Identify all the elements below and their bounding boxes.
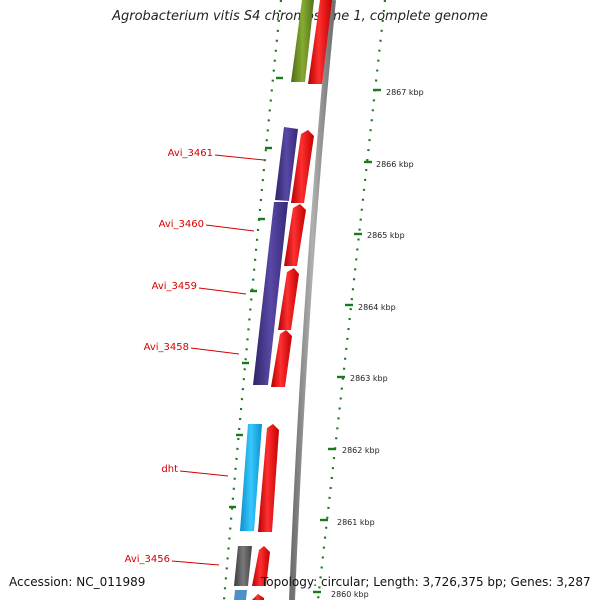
scale-label: 2867 kbp bbox=[386, 88, 424, 97]
gene-label-leader bbox=[205, 224, 255, 232]
gene-label-leader bbox=[214, 154, 265, 161]
gene-feature-green bbox=[291, 0, 314, 82]
gene-label-avi-3456: Avi_3456 bbox=[125, 554, 170, 565]
gene-label-leader bbox=[190, 347, 240, 355]
gene-feature-red bbox=[308, 0, 332, 84]
gene-label-leader bbox=[179, 470, 229, 477]
scale-label: 2861 kbp bbox=[337, 518, 375, 527]
scale-label: 2866 kbp bbox=[376, 160, 414, 169]
scale-label: 2860 kbp bbox=[331, 590, 369, 599]
scale-label: 2862 kbp bbox=[342, 446, 380, 455]
gene-feature-purple bbox=[253, 202, 288, 385]
gene-feature-red bbox=[291, 130, 314, 203]
scale-label: 2863 kbp bbox=[350, 374, 388, 383]
gene-label-avi-3458: Avi_3458 bbox=[144, 342, 189, 353]
scale-label: 2864 kbp bbox=[358, 303, 396, 312]
outer-dotted-ring bbox=[313, 0, 387, 600]
gene-label-avi-3461: Avi_3461 bbox=[168, 148, 213, 159]
gene-label-avi-3459: Avi_3459 bbox=[152, 281, 197, 292]
accession-text: Accession: NC_011989 bbox=[9, 575, 146, 589]
gene-label-leader bbox=[171, 560, 220, 566]
gene-feature-red bbox=[278, 268, 299, 330]
gene-feature-red bbox=[252, 594, 264, 600]
gene-label-dht: dht bbox=[161, 464, 178, 475]
gene-feature-red bbox=[252, 546, 270, 586]
gene-label-avi-3460: Avi_3460 bbox=[159, 219, 204, 230]
gene-feature-cyan bbox=[240, 424, 262, 531]
gene-feature-red bbox=[271, 330, 292, 387]
gene-feature-purple bbox=[275, 127, 298, 201]
inner-dotted-ring bbox=[222, 0, 283, 600]
gene-feature-red bbox=[284, 204, 306, 266]
gene-label-leader bbox=[198, 287, 247, 295]
gene-feature-gray bbox=[234, 546, 252, 586]
scale-label: 2865 kbp bbox=[367, 231, 405, 240]
gene-feature-blue-stub bbox=[234, 590, 247, 600]
gene-feature-red bbox=[258, 424, 279, 532]
genome-backbone bbox=[289, 0, 336, 600]
genome-summary-text: Topology: circular; Length: 3,726,375 bp… bbox=[261, 575, 591, 589]
